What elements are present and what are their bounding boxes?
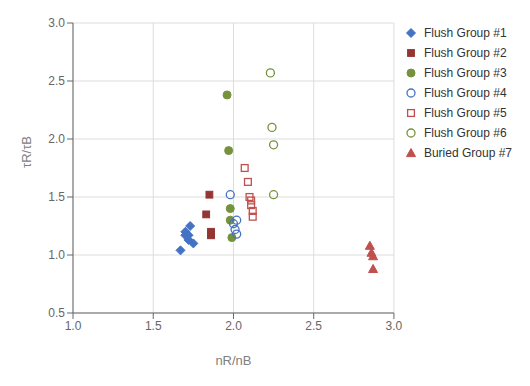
html-text:Buried Group #7: Buried Group #7 — [423, 146, 512, 160]
svg-text:1.5: 1.5 — [145, 319, 162, 333]
svg-text:τR/τB: τR/τB — [19, 136, 34, 168]
html-text:Flush Group #5: Flush Group #5 — [423, 106, 507, 120]
svg-text:3.0: 3.0 — [386, 319, 403, 333]
svg-text:2.5: 2.5 — [48, 74, 65, 88]
html-text:Flush Group #6: Flush Group #6 — [423, 126, 507, 140]
html-text:Flush Group #4: Flush Group #4 — [423, 86, 507, 100]
svg-text:2.0: 2.0 — [225, 319, 242, 333]
html-text:Flush Group #3: Flush Group #3 — [423, 66, 507, 80]
svg-text:0.5: 0.5 — [48, 306, 65, 320]
svg-text:3.0: 3.0 — [48, 16, 65, 30]
svg-text:2.5: 2.5 — [305, 319, 322, 333]
svg-text:2.0: 2.0 — [48, 132, 65, 146]
html-text:Flush Group #1: Flush Group #1 — [423, 26, 507, 40]
svg-text:1.0: 1.0 — [65, 319, 82, 333]
svg-text:1.5: 1.5 — [48, 190, 65, 204]
html-text:Flush Group #2: Flush Group #2 — [423, 46, 507, 60]
svg-text:nR/nB: nR/nB — [215, 353, 251, 368]
svg-text:1.0: 1.0 — [48, 248, 65, 262]
